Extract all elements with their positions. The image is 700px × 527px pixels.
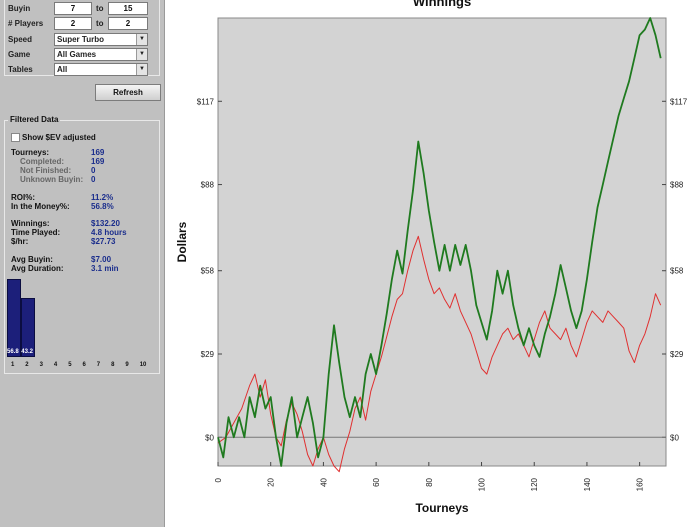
per-hour-label: $/hr: — [11, 237, 29, 246]
avg-duration-label: Avg Duration: — [11, 264, 64, 273]
unknown-buyin-label: Unknown Buyin: — [20, 175, 84, 184]
roi-label: ROI%: — [11, 193, 35, 202]
game-label: Game — [8, 50, 31, 59]
completed-label: Completed: — [20, 157, 64, 166]
plot-area — [217, 17, 667, 467]
finish-axis-label: 6 — [82, 362, 86, 368]
players-max-input[interactable]: 2 — [108, 17, 148, 30]
finish-axis-label: 4 — [53, 362, 58, 368]
speed-label: Speed — [8, 35, 33, 44]
players-to-label: to — [96, 19, 104, 28]
finish-bar-2 — [21, 297, 36, 357]
players-min-input[interactable]: 2 — [54, 17, 92, 30]
y-tick-label-right: $117 — [670, 97, 688, 106]
unknown-buyin-value: 0 — [91, 175, 96, 184]
x-tick-label: 120 — [530, 477, 539, 491]
not-finished-label: Not Finished: — [20, 166, 72, 175]
finish-axis-label: 3 — [39, 362, 43, 368]
y-tick-label: $58 — [201, 267, 215, 276]
filtered-data-title: Filtered Data — [8, 115, 61, 124]
buyin-min-input[interactable]: 7 — [54, 2, 92, 15]
avg-duration-value: 3.1 min — [91, 264, 119, 273]
x-tick-label: 0 — [214, 477, 223, 482]
tables-label: Tables — [8, 65, 33, 74]
y-tick-label: $29 — [201, 350, 215, 359]
avg-buyin-value: $7.00 — [91, 255, 112, 264]
players-label: # Players — [8, 19, 44, 28]
speed-select[interactable]: Super Turbo ▼ — [54, 33, 148, 46]
finish-axis-label: 2 — [25, 362, 29, 368]
winnings-label: Winnings: — [11, 219, 50, 228]
finish-axis-label: 10 — [139, 362, 147, 368]
x-axis-label: Tourneys — [415, 501, 468, 515]
time-played-label: Time Played: — [11, 228, 61, 237]
y-tick-label: $88 — [201, 181, 215, 190]
x-tick-label: 160 — [636, 477, 645, 491]
filtered-data-panel — [4, 120, 160, 374]
show-ev-checkbox[interactable] — [11, 133, 20, 142]
y-tick-label: $117 — [197, 97, 215, 106]
speed-value: Super Turbo — [57, 35, 104, 44]
finish-bar-label: 56.8 — [7, 349, 19, 355]
y-tick-label: $0 — [205, 433, 214, 442]
finish-axis-label: 8 — [111, 362, 115, 368]
per-hour-value: $27.73 — [91, 237, 116, 246]
refresh-button[interactable]: Refresh — [95, 84, 161, 101]
itm-value: 56.8% — [91, 202, 114, 211]
winnings-chart: $0 $0 $29 $29 $58 $58 $88 $88 $117 $117 0 20 40 60 80 1… — [175, 0, 688, 515]
game-value: All Games — [57, 50, 97, 59]
filter-sidebar: Buyin 7 to 15 # Players 2 to 2 Speed Sup… — [0, 0, 165, 527]
y-tick-label-right: $88 — [670, 181, 684, 190]
avg-buyin-label: Avg Buyin: — [11, 255, 53, 264]
game-select[interactable]: All Games ▼ — [54, 48, 148, 61]
chart-title: Winnings — [413, 0, 471, 9]
x-tick-label: 20 — [267, 477, 276, 486]
itm-label: In the Money%: — [11, 202, 70, 211]
finish-axis-label: 1 — [11, 362, 15, 368]
show-ev-label: Show $EV adjusted — [22, 133, 96, 142]
y-tick-label-right: $0 — [670, 433, 679, 442]
chevron-down-icon[interactable]: ▼ — [136, 64, 147, 75]
chevron-down-icon[interactable]: ▼ — [136, 34, 147, 45]
x-tick-label: 140 — [583, 477, 592, 491]
chevron-down-icon[interactable]: ▼ — [136, 49, 147, 60]
buyin-label: Buyin — [8, 4, 31, 13]
y-axis-label: Dollars — [175, 221, 189, 262]
finish-bar-1 — [7, 279, 21, 357]
not-finished-value: 0 — [91, 166, 96, 175]
completed-value: 169 — [91, 157, 105, 166]
time-played-value: 4.8 hours — [91, 228, 127, 237]
roi-value: 11.2% — [91, 193, 114, 202]
y-tick-label-right: $58 — [670, 267, 684, 276]
finish-bar-label: 43.2 — [21, 349, 33, 355]
finish-axis-label: 9 — [125, 362, 129, 368]
y-tick-label-right: $29 — [670, 350, 684, 359]
x-tick-label: 40 — [319, 477, 328, 486]
finish-axis-label: 5 — [68, 362, 72, 368]
buyin-to-label: to — [96, 4, 104, 13]
x-tick-label: 80 — [425, 477, 434, 486]
tourneys-value: 169 — [91, 148, 105, 157]
buyin-max-input[interactable]: 15 — [108, 2, 148, 15]
winnings-line — [217, 17, 662, 467]
x-tick-label: 60 — [372, 477, 381, 486]
tables-select[interactable]: All ▼ — [54, 63, 148, 76]
x-tick-label: 100 — [478, 477, 487, 491]
tables-value: All — [57, 65, 68, 74]
winnings-value: $132.20 — [91, 219, 120, 228]
finish-axis-label: 7 — [96, 362, 101, 368]
tourneys-label: Tourneys: — [11, 148, 50, 157]
